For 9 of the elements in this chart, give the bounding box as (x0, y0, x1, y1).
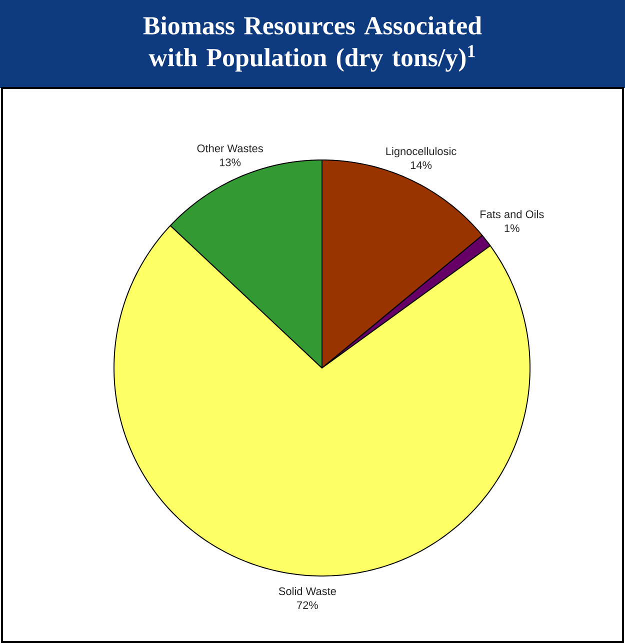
slice-label: Solid Waste (278, 587, 336, 596)
slice-label: Other Wastes (197, 144, 263, 152)
data-label: 13% (220, 158, 241, 166)
data-label: 14% (410, 161, 432, 170)
data-label: 72% (297, 601, 318, 610)
slice-label: Fats and Oils (480, 210, 544, 218)
chart-title: Biomass Resources Associated with Population (dry tons/y)$^{1}$ (143, 16, 482, 72)
data-label: 1% (504, 224, 520, 232)
slice-label: Lignocellulosic (386, 147, 456, 158)
